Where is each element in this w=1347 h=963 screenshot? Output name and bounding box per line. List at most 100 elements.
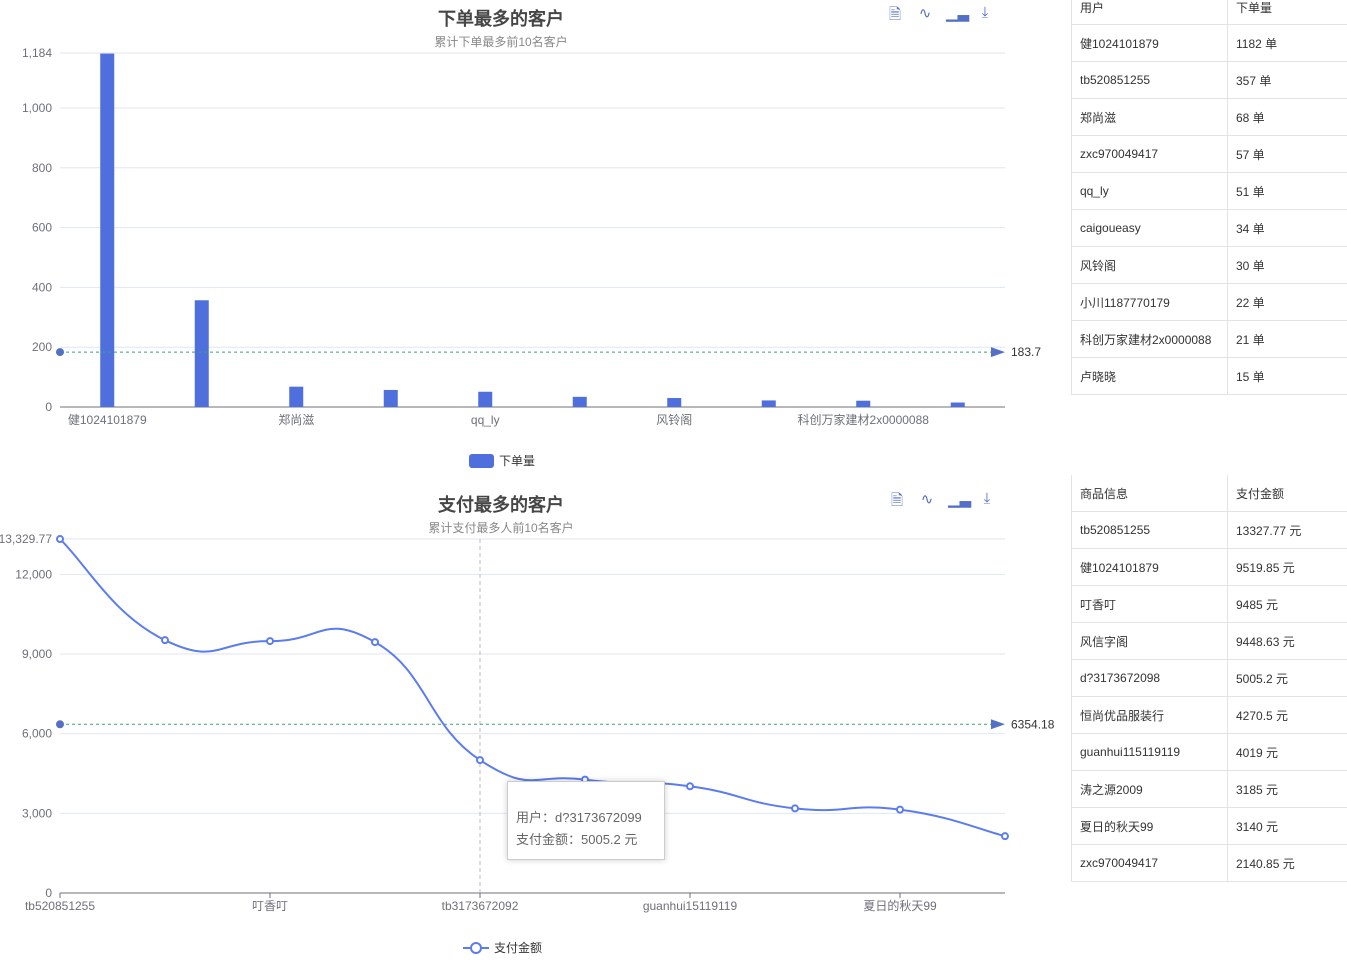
orders-legend[interactable]: 下单量 xyxy=(469,452,535,469)
tooltip-user: d?3173672099 xyxy=(555,810,642,825)
bar xyxy=(289,386,304,407)
y-tick-label: 13,329.77 xyxy=(0,532,52,546)
mark-line-label: 6354.18 xyxy=(1011,717,1055,731)
x-tick-label: 郑尚滋 xyxy=(278,412,314,427)
table-cell: 9519.85 元 xyxy=(1227,548,1347,586)
table-cell: 郑尚滋 xyxy=(1071,98,1228,136)
data-view-icon[interactable]: 🗎 xyxy=(888,6,902,23)
table-cell: 风信字阁 xyxy=(1071,622,1228,660)
table-row: tb520851255 357 单 xyxy=(1071,61,1347,99)
x-tick-label: 健1024101879 xyxy=(68,413,147,427)
table-row: zxc970049417 2140.85 元 xyxy=(1071,844,1347,882)
table-row: zxc970049417 57 单 xyxy=(1071,135,1347,173)
y-tick-label: 12,000 xyxy=(15,567,52,581)
bar xyxy=(856,400,871,407)
y-tick-label: 3,000 xyxy=(22,806,52,820)
table-row: 涛之源2009 3185 元 xyxy=(1071,770,1347,808)
bar-chart-icon[interactable]: ▁▃ xyxy=(948,491,972,508)
header-cell: 用户 xyxy=(1071,0,1228,25)
table-cell: 51 单 xyxy=(1227,172,1347,210)
y-tick-label: 600 xyxy=(32,221,52,235)
tooltip-user-label: 用户： xyxy=(516,810,556,825)
data-view-icon[interactable]: 🗎 xyxy=(890,492,904,509)
line-chart-icon[interactable]: ∿ xyxy=(920,491,934,508)
bar xyxy=(478,391,493,407)
bar-chart-icon[interactable]: ▁▃ xyxy=(946,5,970,22)
orders-chart-subtitle: 累计下单最多前10名客户 xyxy=(434,35,568,49)
payment-toolbox: 🗎 ∿ ▁▃ ⤓ xyxy=(888,490,996,515)
line-chart-icon[interactable]: ∿ xyxy=(918,5,932,22)
table-row: 卢晓晓 15 单 xyxy=(1071,357,1347,395)
payment-chart-title: 支付最多的客户 xyxy=(438,495,564,515)
x-tick-label: tb3173672092 xyxy=(442,899,519,913)
table-cell: caigoueasy xyxy=(1071,209,1228,247)
download-icon[interactable]: ⤓ xyxy=(983,490,991,507)
table-row: 健1024101879 9519.85 元 xyxy=(1071,548,1347,586)
data-point xyxy=(1001,832,1009,841)
tooltip-amount: 5005.2 元 xyxy=(581,832,638,847)
x-tick-label: guanhui15119119 xyxy=(643,899,738,913)
header-cell: 下单量 xyxy=(1227,0,1347,25)
data-point xyxy=(686,782,694,791)
x-tick-label: qq_ly xyxy=(471,413,500,427)
y-tick-label: 1,184 xyxy=(22,46,52,60)
table-row: 夏日的秋天99 3140 元 xyxy=(1071,807,1347,845)
orders-toolbox: 🗎 ∿ ▁▃ ⤓ xyxy=(886,4,994,29)
table-cell: d?3173672098 xyxy=(1071,659,1228,697)
y-tick-label: 9,000 xyxy=(22,647,52,661)
data-point xyxy=(791,804,799,813)
table-cell: 15 单 xyxy=(1227,357,1347,395)
table-cell: 叮香叮 xyxy=(1071,585,1228,623)
payment-chart-subtitle: 累计支付最多人前10名客户 xyxy=(428,521,574,535)
table-cell: 3185 元 xyxy=(1227,770,1347,808)
table-cell: guanhui115119119 xyxy=(1071,733,1228,771)
table-cell: 健1024101879 xyxy=(1071,548,1228,586)
bar xyxy=(667,398,682,407)
table-cell: 科创万家建材2x0000088 xyxy=(1071,320,1228,358)
table-cell: 5005.2 元 xyxy=(1227,659,1347,697)
table-cell: 2140.85 元 xyxy=(1227,844,1347,882)
table-row: caigoueasy 34 单 xyxy=(1071,209,1347,247)
mark-line-label: 183.7 xyxy=(1011,345,1041,359)
table-cell: 卢晓晓 xyxy=(1071,357,1228,395)
y-tick-label: 800 xyxy=(32,161,52,175)
table-row: guanhui115119119 4019 元 xyxy=(1071,733,1347,771)
table-row: 健1024101879 1182 单 xyxy=(1071,24,1347,62)
data-point xyxy=(896,805,904,814)
table-cell: 22 单 xyxy=(1227,283,1347,321)
download-icon[interactable]: ⤓ xyxy=(981,4,989,21)
data-point xyxy=(266,637,274,646)
x-tick-label: 夏日的秋天99 xyxy=(863,898,937,913)
table-cell: 13327.77 元 xyxy=(1227,511,1347,549)
legend-label: 下单量 xyxy=(499,454,536,468)
table-row: 小川1187770179 22 单 xyxy=(1071,283,1347,321)
header-cell: 支付金额 xyxy=(1227,475,1347,512)
table-cell: 30 单 xyxy=(1227,246,1347,284)
table-cell: 57 单 xyxy=(1227,135,1347,173)
table-cell: 夏日的秋天99 xyxy=(1071,807,1228,845)
data-point xyxy=(56,535,64,544)
table-cell: zxc970049417 xyxy=(1071,135,1228,173)
table-cell: 涛之源2009 xyxy=(1071,770,1228,808)
data-point xyxy=(371,638,379,647)
table-header: 用户 下单量 xyxy=(1071,0,1347,25)
tooltip: 用户：d?3173672099 支付金额：5005.2 元 xyxy=(507,781,665,860)
mark-line-arrow xyxy=(991,347,1005,358)
mark-line-start xyxy=(56,348,64,357)
table-cell: 恒尚优品服装行 xyxy=(1071,696,1228,734)
payment-legend[interactable]: 支付金额 xyxy=(463,939,542,956)
orders-chart-title: 下单最多的客户 xyxy=(438,9,564,29)
table-row: d?3173672098 5005.2 元 xyxy=(1071,659,1347,697)
x-tick-label: 科创万家建材2x0000088 xyxy=(798,412,930,427)
table-cell: qq_ly xyxy=(1071,172,1228,210)
table-cell: 4270.5 元 xyxy=(1227,696,1347,734)
x-tick-label: 叮香叮 xyxy=(252,899,288,913)
x-tick-label: tb520851255 xyxy=(25,899,95,913)
data-point xyxy=(476,756,484,765)
bar xyxy=(100,53,115,408)
tooltip-amount-label: 支付金额： xyxy=(516,832,582,847)
legend-swatch xyxy=(469,453,494,468)
legend-label: 支付金额 xyxy=(494,941,543,955)
y-tick-label: 1,000 xyxy=(22,101,52,115)
